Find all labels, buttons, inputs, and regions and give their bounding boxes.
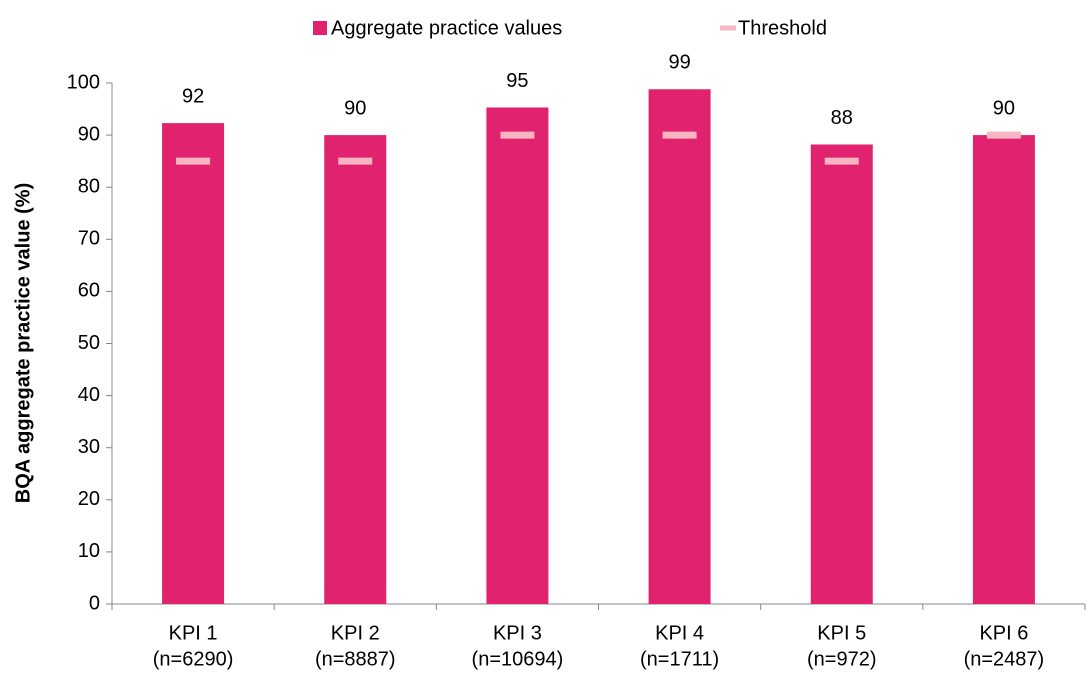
x-tick-label: (n=8887): [315, 648, 396, 670]
x-tick-label: (n=10694): [472, 648, 564, 670]
bar: [972, 135, 1035, 604]
y-tick-label: 0: [89, 592, 100, 614]
bar: [486, 107, 549, 604]
bar: [810, 144, 873, 604]
y-tick-label: 50: [78, 332, 100, 354]
y-tick-label: 40: [78, 384, 100, 406]
y-axis-title: BQA aggregate practice value (%): [12, 183, 34, 503]
x-tick-label: KPI 1: [169, 622, 218, 644]
x-tick-label: (n=972): [807, 648, 877, 670]
y-tick-label: 70: [78, 228, 100, 250]
x-tick-label: KPI 5: [817, 622, 866, 644]
x-tick-label: KPI 4: [655, 622, 704, 644]
data-label: 88: [831, 107, 853, 129]
data-label: 90: [344, 97, 366, 119]
bar: [162, 123, 225, 604]
x-tick-label: KPI 6: [979, 622, 1028, 644]
legend-label: Threshold: [738, 17, 827, 39]
y-tick-label: 60: [78, 280, 100, 302]
x-tick-label: KPI 3: [493, 622, 542, 644]
y-tick-label: 30: [78, 436, 100, 458]
y-tick-label: 80: [78, 175, 100, 197]
data-label: 95: [506, 70, 528, 92]
x-tick-label: (n=6290): [153, 648, 234, 670]
x-tick-label: (n=2487): [964, 648, 1045, 670]
bar: [648, 89, 711, 604]
legend-swatch: [313, 21, 327, 35]
x-tick-label: KPI 2: [331, 622, 380, 644]
y-tick-label: 20: [78, 488, 100, 510]
data-label: 99: [668, 52, 690, 74]
y-tick-label: 100: [67, 71, 100, 93]
legend-label: Aggregate practice values: [331, 17, 562, 39]
data-label: 92: [182, 85, 204, 107]
data-label: 90: [993, 97, 1015, 119]
y-tick-label: 90: [78, 123, 100, 145]
y-tick-label: 10: [78, 540, 100, 562]
bar: [324, 135, 387, 604]
x-tick-label: (n=1711): [640, 648, 719, 670]
